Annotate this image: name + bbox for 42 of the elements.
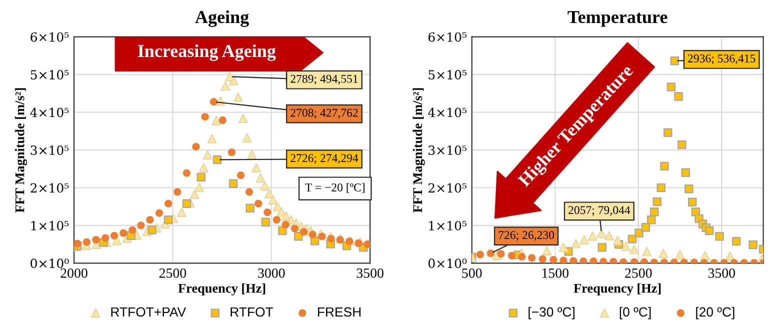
y-axis-title: FFT Magnitude [m/s²]: [14, 88, 28, 212]
y-tick-label: 6×10⁵: [30, 32, 69, 42]
x-tick-label: 1500: [542, 268, 568, 278]
x-tick-label: 3500: [708, 268, 736, 278]
x-tick-label: 2000: [60, 268, 88, 278]
x-axis-title: Frequency [Hz]: [574, 283, 661, 296]
y-axis-title: FFT Magnitude [m/s²]: [412, 88, 425, 212]
y-tick-label: 1×10⁵: [429, 220, 467, 230]
legend-label: [20 ºC]: [696, 306, 734, 320]
y-tick-label: 3×10⁵: [428, 145, 467, 155]
x-axis-title: Frequency [Hz]: [178, 283, 266, 296]
y-tick-label: 4×10⁵: [30, 108, 69, 118]
y-tick-label: 3×10⁵: [30, 145, 69, 155]
annotation: 2057; 79,044: [568, 206, 630, 216]
legend-label: [−30 ºC]: [528, 306, 574, 320]
annotation: 2936; 536,415: [688, 54, 756, 64]
annotation: 2789; 494,551: [290, 74, 358, 85]
annotation: 2708; 427,762: [290, 108, 358, 118]
legend-label: [0 ºC]: [620, 306, 651, 320]
y-tick-label: 2×10⁵: [30, 183, 69, 193]
y-tick-label: 0×10⁰: [428, 258, 467, 268]
y-tick-label: 5×10⁵: [30, 70, 69, 80]
x-tick-label: 500: [462, 268, 482, 278]
chart-title: Temperature: [568, 11, 668, 27]
x-tick-label: 2500: [625, 268, 652, 278]
x-tick-label: 3000: [258, 268, 285, 278]
x-tick-label: 3500: [356, 268, 384, 278]
y-tick-label: 1×10⁵: [31, 220, 69, 230]
legend-label: FRESH: [318, 307, 361, 317]
y-tick-label: 4×10⁵: [428, 108, 467, 118]
y-tick-label: 0×10⁰: [30, 258, 69, 268]
chart-title: Ageing: [195, 10, 249, 27]
x-tick-label: 2500: [159, 268, 186, 278]
y-tick-label: 5×10⁵: [428, 70, 467, 80]
y-tick-label: 2×10⁵: [428, 183, 467, 193]
legend-label: RTFOT+PAV: [111, 307, 186, 317]
legend-label: RTFOT: [230, 307, 274, 317]
annotation: 2726; 274,294: [290, 154, 358, 164]
y-tick-label: 6×10⁵: [428, 32, 467, 42]
annotation: Increasing Ageing: [138, 44, 276, 61]
annotation: 726; 26,230: [498, 231, 554, 241]
annotation: T = −20 [ºC]: [305, 183, 364, 193]
